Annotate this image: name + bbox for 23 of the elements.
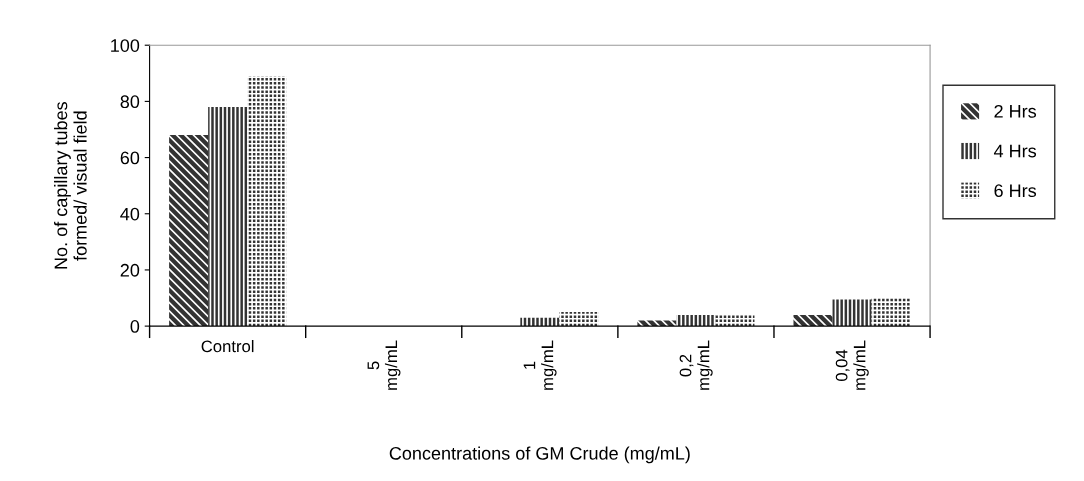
- legend-label: 2 Hrs: [994, 104, 1037, 118]
- x-axis-title: Concentrations of GM Crude (mg/mL): [389, 446, 690, 464]
- bar: [871, 298, 911, 327]
- y-tick-label: 0: [130, 320, 140, 333]
- x-tick-label: 1 mg/mL: [523, 340, 557, 390]
- legend-label: 4 Hrs: [993, 144, 1037, 158]
- bar: [559, 312, 599, 327]
- y-axis-title: No. of capillary tubes formed/ visual field: [54, 102, 87, 269]
- y-tick-label: 80: [120, 95, 140, 109]
- x-tick-label: 5 mg/mL: [367, 340, 401, 390]
- bar: [247, 76, 287, 327]
- y-tick-label: 100: [111, 39, 140, 52]
- bar: [832, 299, 872, 327]
- x-tick-label: 0,2 mg/mL: [679, 340, 713, 390]
- x-tick-label: 0,04 mg/mL: [835, 340, 869, 390]
- bar: [208, 107, 248, 327]
- legend-label: 6 Hrs: [994, 184, 1037, 198]
- y-tick-label: 20: [120, 263, 140, 277]
- y-tick-label: 40: [120, 207, 140, 221]
- x-tick-label: Control: [201, 340, 254, 353]
- y-tick-label: 60: [120, 151, 140, 165]
- bar: [793, 314, 833, 327]
- bar: [169, 135, 209, 327]
